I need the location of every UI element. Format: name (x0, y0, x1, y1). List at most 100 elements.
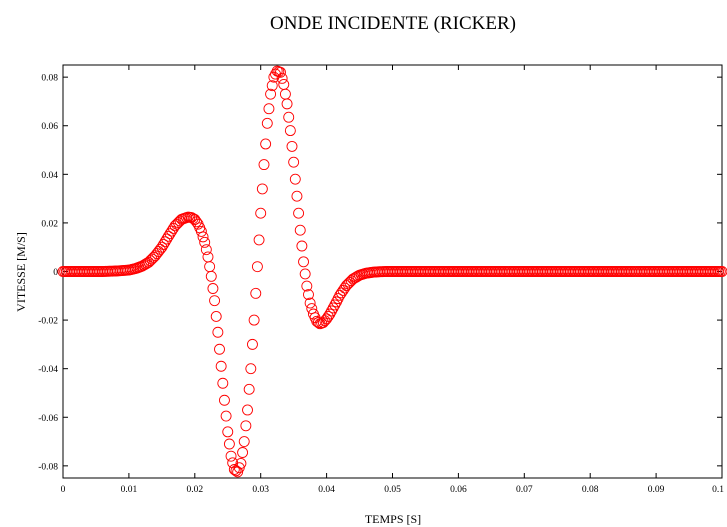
data-point (207, 283, 219, 294)
data-point (281, 98, 293, 110)
x-tick-label: 0.03 (252, 485, 269, 495)
y-tick-label: 0 (53, 268, 58, 278)
data-point (162, 230, 174, 242)
data-point (240, 420, 252, 432)
data-point (205, 270, 217, 282)
data-point (286, 140, 298, 152)
x-tick-label: 0.09 (648, 485, 665, 495)
data-point (261, 117, 273, 129)
x-tick-label: 0.06 (450, 485, 467, 495)
data-point (322, 310, 334, 322)
data-point (288, 156, 300, 168)
data-point (299, 268, 311, 280)
data-point (247, 338, 258, 350)
data-point (228, 464, 240, 475)
data-point (219, 394, 230, 406)
data-point (263, 103, 275, 115)
data-point (164, 228, 176, 240)
data-point (210, 310, 222, 322)
x-tick-label: 0.05 (384, 485, 401, 495)
data-point (200, 244, 212, 256)
x-tick-label: 0 (61, 485, 66, 495)
data-point (251, 261, 263, 273)
x-tick-label: 0.02 (186, 485, 203, 495)
y-tick-label: -0.08 (38, 462, 58, 472)
data-point (220, 410, 232, 422)
data-point (248, 314, 260, 326)
data-point (215, 360, 227, 372)
data-point (265, 88, 277, 100)
data-point (716, 266, 727, 277)
data-point (326, 305, 337, 317)
data-point (266, 80, 278, 92)
data-point (276, 72, 288, 84)
data-point (291, 190, 303, 202)
data-point (161, 233, 173, 245)
data-point (301, 280, 313, 292)
y-tick-label: 0.06 (41, 122, 58, 132)
data-point (298, 256, 309, 268)
data-point (156, 241, 168, 253)
data-point (223, 438, 235, 450)
data-point (327, 302, 339, 314)
y-tick-label: 0.04 (41, 171, 58, 181)
data-point (222, 426, 234, 438)
data-point (197, 231, 209, 243)
data-point (250, 287, 262, 299)
data-point (283, 111, 295, 123)
data-point (284, 125, 296, 137)
data-point (204, 261, 216, 273)
data-point (260, 138, 272, 150)
data-point (237, 447, 249, 458)
data-point (303, 289, 314, 301)
data-point (270, 68, 281, 80)
chart-title: ONDE INCIDENTE (RICKER) (270, 13, 516, 34)
data-point (245, 363, 257, 375)
data-point (159, 236, 171, 248)
y-tick-label: -0.02 (38, 317, 58, 327)
data-point (293, 207, 305, 219)
y-tick-label: 0.08 (41, 74, 58, 84)
data-series (57, 65, 727, 478)
data-point (202, 251, 214, 263)
y-tick-label: -0.04 (38, 365, 58, 375)
x-tick-label: 0.07 (516, 485, 533, 495)
data-point (235, 457, 247, 469)
data-point (279, 88, 291, 100)
data-point (278, 78, 290, 90)
x-tick-label: 0.08 (582, 485, 599, 495)
data-point (258, 159, 270, 171)
x-tick-label: 0.01 (121, 485, 138, 495)
data-point (294, 224, 306, 236)
data-point (214, 343, 225, 355)
y-axis: -0.08 -0.06 -0.04 -0.02 0 0.02 0.04 0.06 0.08 (38, 74, 722, 472)
y-axis-label: VITESSE [M/S] (14, 232, 28, 312)
y-tick-label: 0.02 (41, 219, 58, 229)
y-tick-label: -0.06 (38, 414, 58, 424)
data-point (289, 173, 301, 185)
data-point (306, 303, 318, 314)
x-axis: 0 0.01 0.02 0.03 0.04 0.05 0.06 0.07 0.08 0.09 0.1 (61, 65, 724, 495)
data-point (212, 326, 224, 338)
data-point (242, 404, 253, 416)
x-axis-label: TEMPS [S] (365, 512, 421, 526)
data-point (243, 383, 255, 395)
data-point (311, 315, 323, 327)
data-point (199, 236, 211, 248)
data-point (158, 239, 169, 250)
data-point (329, 299, 341, 311)
data-point (238, 436, 250, 448)
data-point (296, 240, 308, 252)
x-tick-label: 0.1 (712, 485, 724, 495)
data-point (275, 66, 286, 78)
data-point (225, 450, 237, 462)
x-tick-label: 0.04 (318, 485, 335, 495)
data-point (217, 377, 229, 389)
data-point (324, 308, 336, 320)
data-point (190, 216, 202, 228)
data-point (256, 183, 268, 195)
data-point (304, 297, 316, 309)
data-point (209, 295, 221, 307)
data-point (255, 207, 267, 219)
